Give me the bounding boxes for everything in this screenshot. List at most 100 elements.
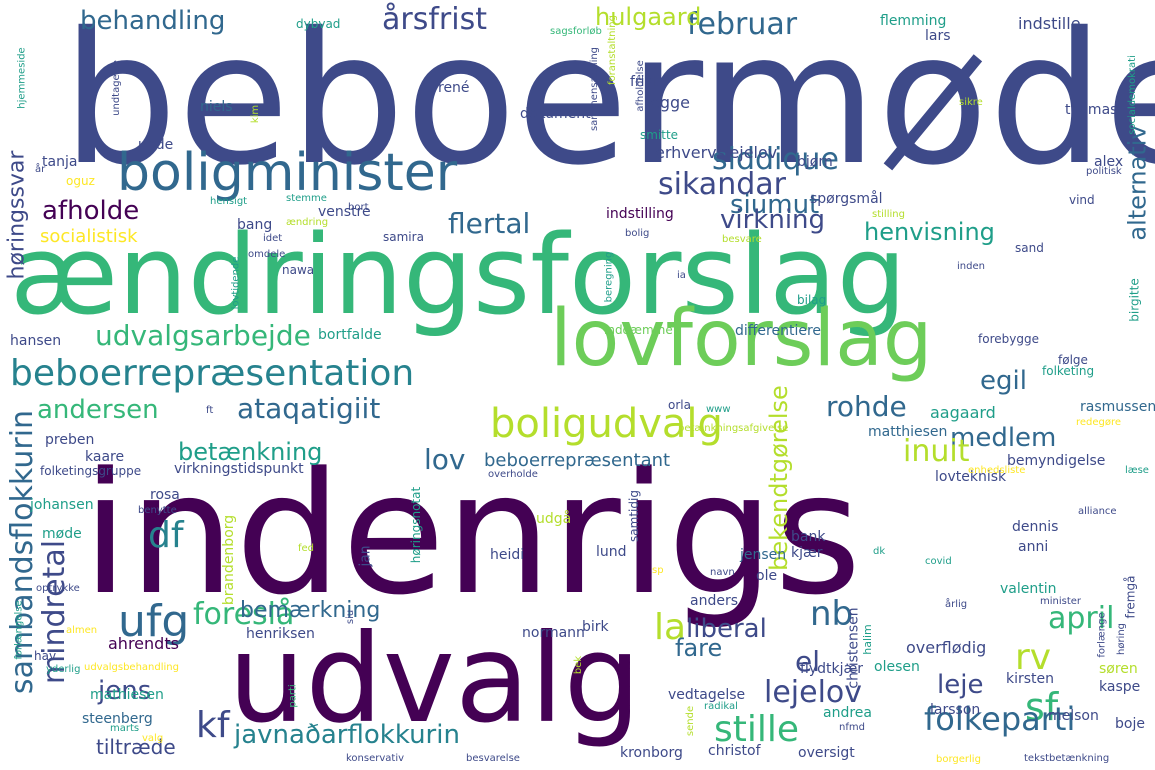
word-cloud-word: ataqatigiit [237,392,381,425]
word-cloud-word: preben [45,432,95,448]
word-cloud-word: betænkning [178,438,323,466]
word-cloud-word: andersen [37,395,159,425]
word-cloud-word: samtidig [626,490,641,542]
word-cloud-word: radikal [704,701,738,712]
word-cloud-word: www [706,404,731,415]
word-cloud-word: kronborg [620,745,683,761]
word-cloud-word: marts [110,723,140,734]
word-cloud-word: oversigt [798,745,855,761]
word-cloud-word: tekstbetænkning [1024,753,1110,764]
word-cloud-word: andrea [823,705,872,721]
word-cloud-word: ahrendts [108,634,179,653]
word-cloud-word: lejelov [764,675,863,710]
word-cloud-word: siumut [730,190,820,220]
word-cloud-word: sand [1015,241,1044,255]
word-cloud-word: bolig [625,228,650,239]
word-cloud-word: årsfrist [382,2,487,37]
word-cloud-word: møde [42,526,82,542]
word-cloud-word: lars [925,28,951,44]
word-cloud-word: redegøre [1076,417,1122,428]
word-cloud-word: valg [142,733,164,744]
word-cloud-word: udgå [536,511,572,527]
word-cloud-word: nb [810,594,854,634]
word-cloud-word: sikandar [658,167,786,202]
word-cloud-word: hjemmeside [16,46,28,109]
word-cloud-word: beboerrepræsentant [484,450,671,471]
word-cloud-word: sagsforløb [550,26,602,37]
word-cloud-word: overholde [488,469,538,480]
word-cloud-word: overflødig [906,638,987,657]
word-cloud-word: undtagelse [110,60,122,116]
word-cloud-word: covid [925,556,952,567]
word-cloud-word: stille [714,709,800,750]
word-cloud-word: ole [756,568,778,584]
word-cloud-word: høring [1116,622,1128,656]
word-cloud-word: egge [650,93,690,112]
word-cloud-word: jensen [740,547,787,563]
word-cloud-word: nfmd [839,722,865,733]
word-cloud-word: besvarelse [466,753,520,764]
word-cloud-word: kaare [85,449,125,465]
word-cloud-word: kirsten [1006,671,1055,687]
word-cloud-word: spørgsmål [810,191,883,207]
word-cloud-word: folkeparti [924,700,1076,738]
word-cloud-word: halim [860,624,874,655]
word-cloud-word: heidi [490,547,525,563]
word-cloud-word: behandling [80,6,226,36]
word-cloud-word: borgerlig [936,754,981,765]
word-cloud-word: henvisning [864,218,995,246]
word-cloud-word: birgitte [1127,277,1142,322]
word-cloud-word: siddique [712,142,839,177]
word-cloud-word: anni [1018,539,1049,555]
word-cloud-word: følge [1058,353,1088,367]
word-cloud-word: boligminister [117,143,458,203]
word-cloud-word: beboerrepræsentation [10,353,415,394]
word-cloud-word: unde [138,137,174,153]
word-cloud-word: betænkningsafgivelse [678,423,789,434]
word-cloud-word: bilag [797,293,827,307]
word-cloud-word: oguz [66,174,95,188]
word-cloud-word: dennis [1012,519,1059,535]
word-cloud-word: foreslå [193,597,295,632]
word-cloud-word: besvare [722,234,762,245]
word-cloud-word: bank [791,529,826,545]
word-cloud-word: politisk [1086,166,1122,177]
word-cloud-word: ufg [118,596,190,647]
word-cloud-word: jan [357,544,374,567]
word-cloud-word: læse [1125,465,1149,476]
word-cloud-word: el [795,645,821,678]
word-cloud-word: idet [263,233,283,244]
word-cloud-word: kim [250,104,262,124]
word-cloud-word: javnaðarflokkurin [234,720,460,750]
word-cloud-word: larsson [930,702,981,718]
word-cloud-word: virkning [720,205,826,235]
word-cloud-word: ændringsforslag [10,211,907,339]
word-cloud-word: folketingsgruppe [40,464,142,478]
word-cloud-word: yderlig [46,664,81,675]
word-cloud-word: sikre [959,97,983,108]
word-cloud-word: christof [708,743,761,759]
word-cloud-word: forlængelse [13,599,25,660]
word-cloud-word: anders [690,593,739,609]
word-cloud-word: inddæmme [604,323,673,337]
word-cloud-word: lund [596,544,627,560]
word-cloud-word: orla [668,398,691,412]
word-cloud-word: indstille [1018,14,1081,33]
word-cloud-word: udvalg [228,608,642,750]
word-cloud-word: sammensætning [589,46,601,132]
word-cloud-word: indenrigs [82,436,862,632]
word-cloud-word: april [1048,601,1115,636]
word-cloud-word: sp [652,565,664,576]
word-cloud-word: frist [630,74,658,90]
word-cloud-word: nawa [282,263,315,277]
word-cloud-word: normann [522,625,585,641]
word-cloud-word: hav [34,649,57,663]
word-cloud-word: melson [1048,708,1099,724]
word-cloud-word: mathiesen [90,687,164,703]
word-cloud-word: socialdemokrati [1126,55,1138,135]
word-cloud-word: thomas [1065,102,1118,118]
word-cloud-word: tanja [42,154,78,170]
word-cloud-word: bortfalde [318,327,382,343]
word-cloud-word: bort [348,202,369,213]
word-cloud-word: vind [1069,193,1095,207]
